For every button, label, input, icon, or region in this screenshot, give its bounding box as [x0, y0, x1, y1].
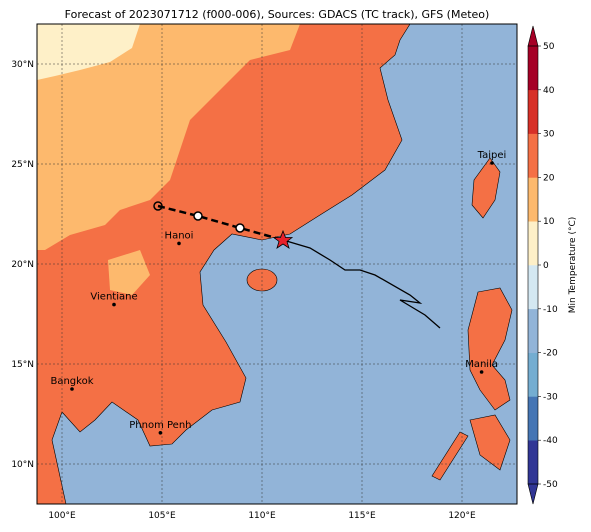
x-tick-label: 115°E [348, 511, 376, 521]
colorbar-extend-top [527, 25, 539, 47]
city-marker [112, 302, 116, 307]
colorbar-tick-label: -50 [543, 480, 558, 490]
colorbar-bin [528, 396, 538, 441]
y-tick-label: 15°N [11, 360, 34, 370]
city-label: Vientiane [90, 292, 137, 303]
map-area: Taipei Hanoi Vientiane Manila Bangkok Phnom P… [37, 24, 517, 504]
city-label: Taipei [477, 150, 507, 161]
colorbar-bin [528, 221, 538, 266]
city-marker [70, 387, 74, 391]
track-point [193, 211, 203, 221]
colorbar-tick-label: 10 [543, 217, 555, 227]
colorbar-bin [528, 46, 538, 91]
track-history [282, 239, 441, 329]
colorbar-tick-label: 50 [543, 42, 555, 52]
colorbar-bin [528, 133, 538, 178]
city-label: Bangkok [50, 376, 93, 387]
visayas [469, 414, 511, 471]
map-frame [36, 23, 518, 505]
colorbar-extend-bottom [527, 483, 539, 505]
colorbar-tick-label: 40 [543, 86, 555, 96]
city-marker [158, 431, 163, 435]
city-label: Hanoi [165, 230, 194, 241]
colorbar-tick-label: -30 [543, 392, 558, 402]
city-label: Phnom Penh [129, 420, 191, 431]
y-tick-label: 30°N [11, 60, 34, 70]
city-marker [177, 241, 181, 246]
colorbar-tick-label: -20 [543, 349, 558, 359]
colorbar-tick-label: -40 [543, 436, 558, 446]
colorbar-tick-label: 20 [543, 173, 555, 183]
colorbar-bin [528, 308, 538, 353]
storm-track [153, 201, 441, 329]
colorbar-bin [528, 89, 538, 134]
x-tick-label: 120°E [448, 511, 476, 521]
warm-north-zone [37, 24, 300, 250]
colorbar-tick-label: 30 [543, 130, 555, 140]
laos-zone [108, 250, 150, 295]
track-point [235, 223, 245, 233]
colorbar-bin [528, 352, 538, 397]
colorbar-label: Min Temperature (°C) [568, 217, 578, 314]
title: Forecast of 2023071712 (f000-006), Sourc… [65, 8, 490, 21]
cool-north-zone [37, 24, 140, 80]
city-label: Manila [465, 359, 498, 370]
x-tick-label: 100°E [48, 511, 76, 521]
city-marker [479, 370, 484, 374]
grid [37, 24, 517, 504]
colorbar-tick-label: -10 [543, 305, 558, 315]
cities: Taipei Hanoi Vientiane Manila Bangkok Phnom P… [50, 150, 506, 435]
colorbar-bin [528, 440, 538, 485]
luzon [467, 287, 513, 411]
colorbar: -50 -40 -30 -20 -10 0 10 20 30 40 50 [527, 25, 558, 505]
colorbar-bin [528, 177, 538, 222]
track-point [153, 201, 163, 211]
palawan [431, 431, 469, 481]
city-marker [490, 161, 494, 165]
storm-position [272, 229, 294, 249]
x-tick-label: 110°E [248, 511, 276, 521]
colorbar-bin [528, 265, 538, 310]
axes: 100°E 105°E 110°E 115°E 120°E 10°N 15°N 20°N 25°… [11, 60, 476, 521]
taiwan [471, 157, 501, 219]
y-tick-label: 25°N [11, 160, 34, 170]
colorbar-tick-label: 0 [543, 261, 549, 271]
y-tick-label: 20°N [11, 260, 34, 270]
y-tick-label: 10°N [11, 460, 34, 470]
x-tick-label: 105°E [148, 511, 176, 521]
